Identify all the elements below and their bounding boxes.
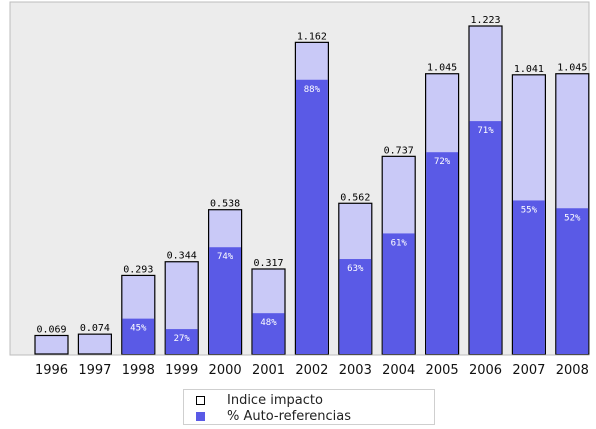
percent-label-2004: 61%: [391, 238, 408, 248]
legend-item-indice-impacto: Indice impacto: [196, 392, 323, 408]
percent-label-2007: 55%: [521, 205, 538, 215]
bar-indice-impacto-1997: [77, 333, 113, 355]
bar-auto-referencias-2005: [426, 152, 458, 354]
percent-label-2005: 72%: [434, 157, 451, 167]
legend: Indice impacto % Auto-referencias: [183, 389, 435, 425]
x-tick-label-2007: 2007: [512, 363, 545, 378]
value-label-1996: 0.069: [36, 324, 66, 335]
x-tick-label-1996: 1996: [35, 363, 68, 378]
percent-label-2002: 88%: [304, 85, 321, 95]
bar-auto-referencias-2004: [382, 233, 415, 354]
legend-swatch-fill: [196, 411, 205, 421]
legend-label-indice-impacto: Indice impacto: [227, 392, 323, 408]
value-label-1999: 0.344: [167, 251, 197, 262]
bar-auto-referencias-2000: [209, 247, 241, 354]
value-label-2002: 1.162: [297, 31, 327, 42]
legend-label-auto-referencias: % Auto-referencias: [227, 408, 352, 424]
bar-auto-referencias-2007: [513, 200, 545, 354]
value-label-1998: 0.293: [123, 264, 153, 275]
value-label-2008: 1.045: [557, 63, 587, 74]
x-tick-label-2008: 2008: [556, 363, 589, 378]
percent-label-2000: 74%: [217, 252, 234, 262]
x-tick-label-2005: 2005: [426, 363, 459, 378]
value-label-2005: 1.045: [427, 63, 457, 74]
bar-auto-referencias-2002: [296, 79, 328, 355]
bar-auto-referencias-2001: [252, 313, 285, 354]
bar-auto-referencias-1999: [165, 329, 198, 354]
bar-auto-referencias-2008: [556, 208, 589, 354]
bar-indice-impacto-1996: [34, 334, 69, 355]
bar-auto-referencias-1998: [122, 318, 155, 354]
value-label-2000: 0.538: [210, 199, 240, 210]
value-label-2003: 0.562: [340, 192, 370, 203]
x-tick-label-2006: 2006: [469, 363, 502, 378]
value-label-2004: 0.737: [384, 145, 414, 156]
value-label-2001: 0.317: [253, 258, 283, 269]
legend-swatch-outline: [196, 395, 205, 405]
percent-label-1999: 27%: [174, 334, 191, 344]
x-tick-label-1999: 1999: [165, 363, 198, 378]
bar-auto-referencias-2003: [339, 259, 372, 354]
x-tick-label-1998: 1998: [122, 363, 155, 378]
bar-auto-referencias-2006: [469, 121, 502, 355]
x-tick-label-2000: 2000: [209, 363, 242, 378]
value-label-2006: 1.223: [470, 15, 500, 26]
x-tick-label-2004: 2004: [382, 363, 415, 378]
x-tick-label-2001: 2001: [252, 363, 285, 378]
x-tick-label-2002: 2002: [295, 363, 328, 378]
percent-label-2001: 48%: [260, 318, 277, 328]
x-tick-label-1997: 1997: [78, 363, 111, 378]
value-label-1997: 0.074: [80, 323, 110, 334]
percent-label-1998: 45%: [130, 324, 147, 334]
percent-label-2008: 52%: [564, 213, 581, 223]
chart-plot: 0.069 0.074 45% 0.293 27% 0.344 74% 0.538 48% 0.3…: [9, 1, 590, 378]
value-label-2007: 1.041: [514, 64, 544, 75]
legend-item-auto-referencias: % Auto-referencias: [196, 408, 351, 424]
x-tick-label-2003: 2003: [339, 363, 372, 378]
percent-label-2006: 71%: [477, 126, 494, 136]
percent-label-2003: 63%: [347, 264, 364, 274]
